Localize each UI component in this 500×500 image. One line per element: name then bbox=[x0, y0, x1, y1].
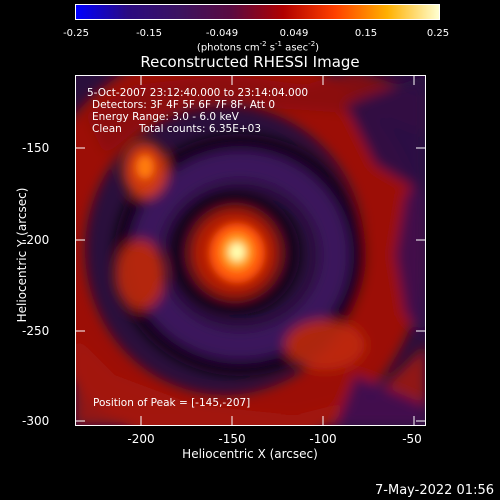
emission-peak bbox=[136, 155, 265, 283]
colorbar-tick: -0.15 bbox=[136, 28, 162, 39]
rhessi-image bbox=[75, 75, 426, 426]
x-axis-label: Heliocentric X (arcsec) bbox=[182, 447, 318, 461]
y-tick-label: -200 bbox=[22, 233, 50, 247]
plot-timestamp: 7-May-2022 01:56 bbox=[375, 483, 494, 498]
colorbar-tick: -0.25 bbox=[63, 28, 89, 39]
colorbar-tick: 0.049 bbox=[279, 28, 309, 39]
colorbar bbox=[75, 4, 440, 20]
annotation-time-range: 5-Oct-2007 23:12:40.000 to 23:14:04.000 bbox=[87, 87, 309, 99]
plot-frame bbox=[75, 75, 426, 426]
x-tick-label: -150 bbox=[218, 432, 246, 446]
annotation-energy-range: Energy Range: 3.0 - 6.0 keV bbox=[92, 111, 239, 123]
y-axis-label: Heliocentric Y (arcsec) bbox=[15, 187, 29, 323]
rhessi-image-plot: 5-Oct-2007 23:12:40.000 to 23:14:04.000 … bbox=[75, 75, 426, 426]
annotation-detectors: Detectors: 3F 4F 5F 6F 7F 8F, Att 0 bbox=[92, 99, 276, 111]
annotation-total-counts: Total counts: 6.35E+03 bbox=[139, 123, 262, 135]
colorbar-units: (photons cm-2 s-1 asec-2) bbox=[196, 40, 320, 54]
colorbar-tick: 0.15 bbox=[354, 28, 378, 39]
annotation-algorithm: Clean bbox=[92, 123, 122, 135]
image-title: Reconstructed RHESSI Image bbox=[140, 53, 360, 71]
colorbar-tick: -0.049 bbox=[205, 28, 239, 39]
colorbar-gradient bbox=[75, 4, 440, 20]
annotation-peak-position: Position of Peak = [-145,-207] bbox=[93, 397, 251, 409]
y-tick-label: -250 bbox=[22, 324, 50, 338]
y-tick-label: -150 bbox=[22, 141, 50, 155]
colorbar-tick: 0.25 bbox=[426, 28, 450, 39]
x-tick-label: -200 bbox=[127, 432, 155, 446]
x-tick-label: -50 bbox=[402, 432, 422, 446]
axis-ticks bbox=[75, 75, 426, 426]
x-tick-label: -100 bbox=[309, 432, 337, 446]
y-tick-label: -300 bbox=[22, 414, 50, 428]
